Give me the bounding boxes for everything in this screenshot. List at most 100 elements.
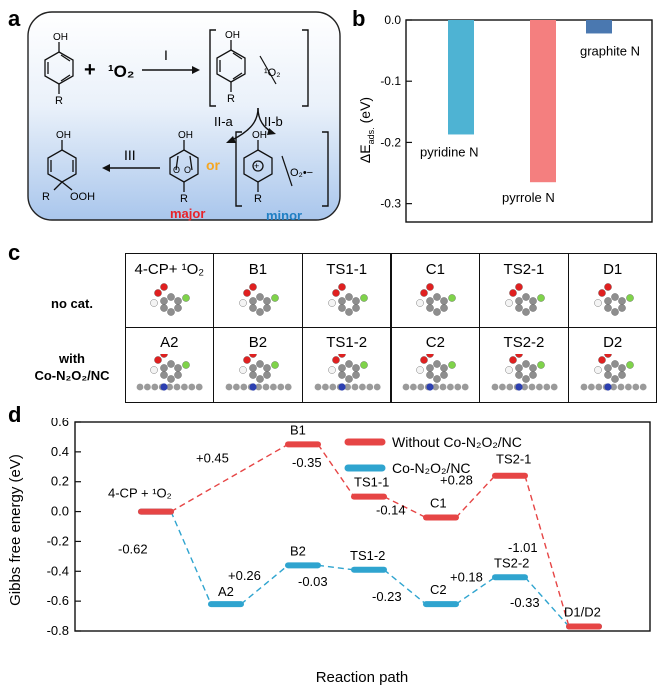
bar-label-graphite-N: graphite N <box>580 43 640 58</box>
delta-label-without: -0.14 <box>376 503 406 518</box>
state-label: TS1-2 <box>350 548 385 563</box>
scheme-o-1: O <box>173 165 180 175</box>
structure-label: B2 <box>248 334 268 351</box>
molecule-model <box>314 354 381 391</box>
legend-label-with: Co-N₂O₂/NC <box>392 460 471 476</box>
row-label-with-cat: with Co-N₂O₂/NC <box>34 351 110 383</box>
bar-pyridine-N <box>448 20 474 135</box>
bar-label-pyridine-N: pyridine N <box>420 144 479 159</box>
scheme-radical-o2: O₂•− <box>290 167 313 179</box>
molecule-model <box>402 354 469 391</box>
bar-ytick-label: -0.2 <box>380 135 401 149</box>
energy-connector <box>170 443 289 513</box>
molecule-model <box>150 283 191 316</box>
structure-label: C1 <box>425 261 445 278</box>
state-label: TS2-2 <box>494 555 529 570</box>
hydroperoxide-product <box>47 140 77 191</box>
energy-connector <box>383 569 427 605</box>
state-label: B1 <box>290 422 306 437</box>
structure-label: A2 <box>160 334 179 351</box>
endoperoxide <box>169 140 199 192</box>
structure-label: TS1-1 <box>326 261 368 278</box>
phenol-complex <box>216 40 246 92</box>
energy-connector <box>317 564 355 571</box>
delta-label-with: -0.62 <box>118 541 148 556</box>
bar-pyrrole-N <box>530 20 556 183</box>
scheme-oh-1: OH <box>53 32 68 43</box>
scheme-r-2: R <box>227 93 235 105</box>
state-label: 4-CP + ¹O₂ <box>108 486 172 501</box>
energy-connector <box>455 576 496 605</box>
encounter-complex-bracket <box>209 29 309 107</box>
delta-label-without: -0.35 <box>292 455 322 470</box>
energy-connector <box>317 443 355 498</box>
bar-chart-ylabel: ΔEads.(eV) <box>357 97 376 163</box>
state-label: C2 <box>430 582 447 597</box>
step-label-2b: II-b <box>264 114 283 129</box>
grid-col-divider <box>567 253 570 402</box>
step-label-1: I <box>164 47 168 63</box>
energy-profile-chart: 0.6 0.4 0.2 0.0 -0.2 -0.4 -0.6 -0.8 4-CP + ¹O₂ B… <box>7 418 651 686</box>
delta-label-without: +0.28 <box>440 473 473 488</box>
bar-label-pyrrole-N: pyrrole N <box>502 190 555 205</box>
bar-ytick-label: -0.1 <box>380 74 401 88</box>
bar-graphite-N <box>586 20 612 34</box>
panel-letter-c: c <box>8 240 21 265</box>
delta-label-without: -1.01 <box>508 540 538 555</box>
structure-label: C2 <box>425 334 445 351</box>
energy-chart-frame <box>74 421 651 632</box>
panel-letter-d: d <box>8 402 22 427</box>
scheme-ooh: OOH <box>70 191 95 203</box>
structure-label: TS2-2 <box>503 334 545 351</box>
scheme-oxygen: ¹O₂ <box>108 62 134 81</box>
energy-ytick-label: -0.2 <box>47 533 69 548</box>
phenol-cation <box>243 140 273 192</box>
panel-letter-b: b <box>352 6 366 31</box>
scheme-complex-o2: ¹O₂ <box>264 67 281 79</box>
scheme-oh-2: OH <box>225 30 240 41</box>
structure-label: B1 <box>248 261 268 278</box>
reaction-scheme: OH R + ¹O₂ I OH R ¹O₂ II-a II-b OH O O R… <box>27 11 341 223</box>
energy-connector <box>240 564 289 605</box>
delta-label-with: +0.18 <box>450 570 483 585</box>
scheme-plus-charge: + <box>254 161 259 171</box>
structure-label: 4-CP+ ¹O₂ <box>134 261 205 278</box>
molecule-model <box>416 283 457 316</box>
step-label-2a: II-a <box>214 114 234 129</box>
grid-col-divider <box>212 253 215 402</box>
energy-ytick-label: -0.6 <box>47 593 69 608</box>
energy-ytick-label: 0.6 <box>51 418 69 429</box>
delta-label-with: -0.33 <box>510 595 540 610</box>
bar-ytick-label: -0.3 <box>380 197 401 211</box>
structure-label: D2 <box>603 334 623 351</box>
energy-ytick-label: 0.4 <box>51 444 69 459</box>
molecule-model <box>136 354 203 391</box>
molecule-model <box>491 354 558 391</box>
scheme-r-5: R <box>42 191 50 203</box>
delta-label-without: +0.45 <box>196 450 229 465</box>
energy-connector <box>170 511 212 605</box>
state-label: D1/D2 <box>564 605 601 620</box>
structure-label: TS1-2 <box>326 334 368 351</box>
state-label: TS2-1 <box>496 452 531 467</box>
molecule-model <box>580 354 647 391</box>
molecule-model <box>505 283 545 316</box>
energy-connector <box>524 475 570 627</box>
delta-label-with: -0.23 <box>372 589 402 604</box>
grid-col-divider <box>390 253 392 402</box>
energy-ylabel: Gibbs free energy (eV) <box>7 454 24 606</box>
delta-label-with: -0.03 <box>298 574 328 589</box>
structure-label: TS2-1 <box>503 261 545 278</box>
panel-letter-a: a <box>8 6 21 31</box>
adsorption-bar-chart: 0.0 -0.1 -0.2 -0.3 pyridine N pyrrole N graph… <box>357 13 653 223</box>
delta-label-with: +0.26 <box>228 568 261 583</box>
energy-xlabel: Reaction path <box>316 669 409 686</box>
grid-col-divider <box>301 253 304 402</box>
scheme-r-4: R <box>254 193 262 205</box>
scheme-o-2: O <box>184 165 191 175</box>
energy-ytick-label: -0.8 <box>47 623 69 638</box>
energy-ytick-label: 0.0 <box>51 504 69 519</box>
or-label: or <box>206 157 221 173</box>
scheme-plus: + <box>84 59 96 81</box>
molecule-model <box>225 354 292 391</box>
